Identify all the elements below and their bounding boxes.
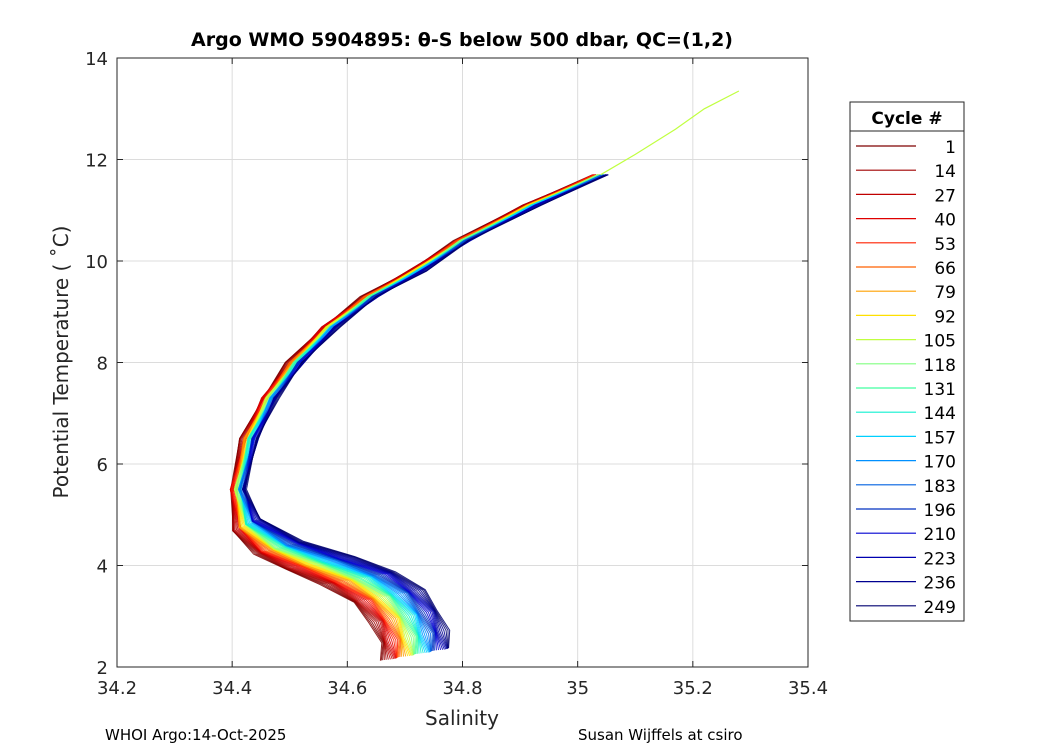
y-tick-label: 8 xyxy=(97,354,108,375)
x-tick-label: 34.8 xyxy=(442,678,482,699)
legend-label: 92 xyxy=(934,307,956,327)
y-tick-label: 12 xyxy=(85,151,108,172)
legend: Cycle #1 14 27 40 53 66 79 92 105 118 131 144 157 170… xyxy=(849,101,965,622)
legend-label: 131 xyxy=(924,380,956,400)
y-tick-label: 10 xyxy=(85,252,108,273)
legend-label: 170 xyxy=(924,453,956,473)
legend-label: 14 xyxy=(934,162,956,182)
profile-line-extension xyxy=(600,90,740,176)
plot-area: 34.2 34.4 34.6 34.8 35 35.2 35.4 2 4 6 8 10 12 14 xyxy=(85,49,828,699)
y-tick-label: 4 xyxy=(97,557,108,578)
legend-label: 210 xyxy=(924,525,956,545)
legend-label: 144 xyxy=(924,404,956,424)
profile-line xyxy=(245,174,609,649)
footer-credit-right: Susan Wijffels at csiro xyxy=(578,726,743,744)
legend-label: 236 xyxy=(924,574,956,594)
legend-label: 53 xyxy=(934,235,956,255)
legend-label: 118 xyxy=(924,356,956,376)
legend-label: 66 xyxy=(934,259,956,279)
footer-credit-left: WHOI Argo:14-Oct-2025 xyxy=(105,726,287,744)
legend-label: 27 xyxy=(934,186,956,206)
legend-label: 157 xyxy=(924,428,956,448)
x-tick-label: 35 xyxy=(566,678,589,699)
y-tick-label: 14 xyxy=(85,49,108,70)
legend-label: 40 xyxy=(934,211,956,231)
legend-label: 79 xyxy=(934,283,956,303)
legend-label: 249 xyxy=(924,598,956,618)
y-axis-label: Potential Temperature ( ˚C) xyxy=(49,226,73,499)
legend-label: 223 xyxy=(924,549,956,569)
x-tick-label: 34.4 xyxy=(212,678,252,699)
x-tick-label: 35.2 xyxy=(673,678,713,699)
x-tick-label: 34.6 xyxy=(327,678,367,699)
y-tick-label: 2 xyxy=(97,658,108,679)
legend-label: 1 xyxy=(945,138,956,158)
legend-label: 196 xyxy=(924,501,956,521)
x-tick-label: 35.4 xyxy=(788,678,828,699)
legend-label: 183 xyxy=(924,477,956,497)
legend-box xyxy=(849,101,965,622)
y-tick-label: 6 xyxy=(97,455,108,476)
legend-title: Cycle # xyxy=(871,109,942,129)
x-axis-label: Salinity xyxy=(425,706,499,730)
legend-label: 105 xyxy=(924,332,956,352)
chart-title: Argo WMO 5904895: θ-S below 500 dbar, QC… xyxy=(191,29,733,51)
profile-lines xyxy=(229,90,740,661)
x-tick-label: 34.2 xyxy=(97,678,137,699)
